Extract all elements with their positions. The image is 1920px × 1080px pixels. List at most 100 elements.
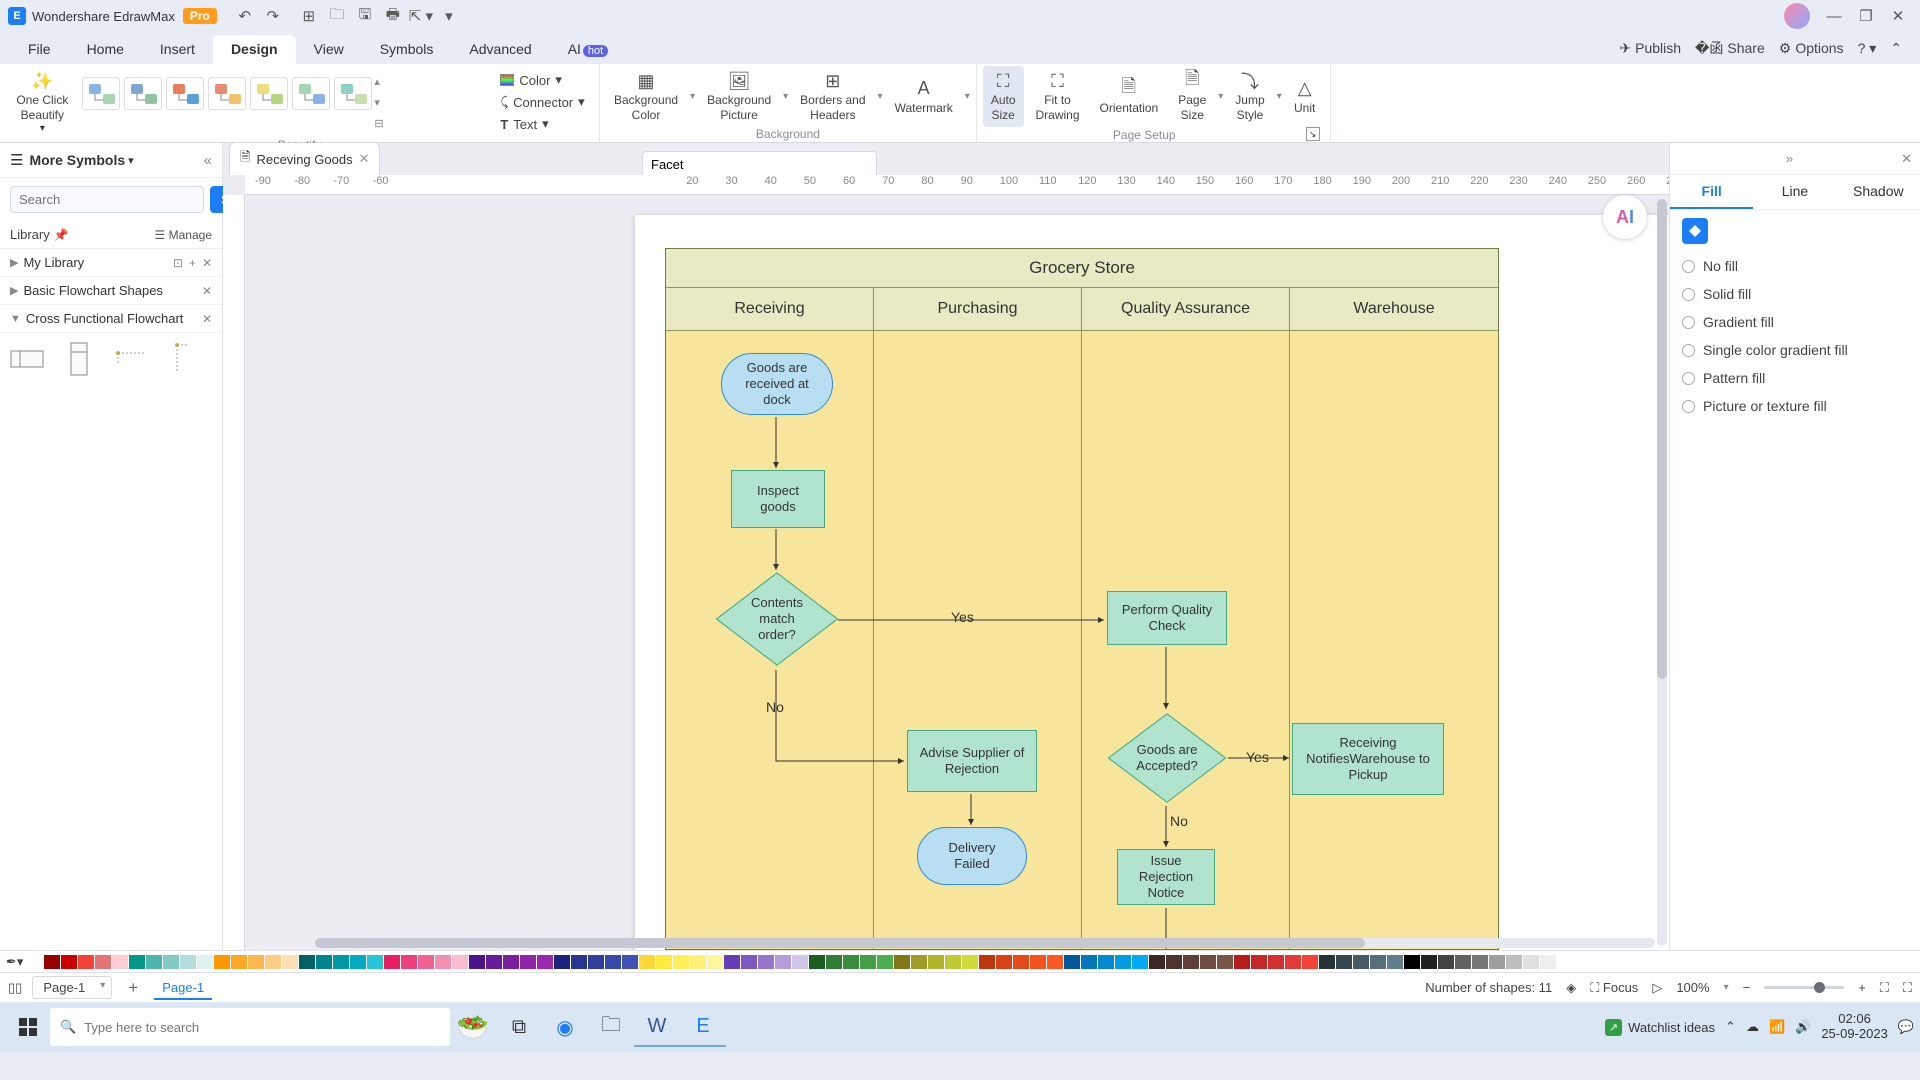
tray-clock[interactable]: 02:0625-09-2023 — [1821, 1012, 1888, 1042]
fill-opt-picture[interactable]: Picture or texture fill — [1682, 392, 1908, 420]
theme-swatch[interactable] — [208, 77, 246, 110]
color-swatch[interactable] — [962, 955, 978, 969]
color-swatch[interactable] — [1166, 955, 1182, 969]
save-button[interactable]: 🖫 — [351, 4, 379, 28]
color-swatch[interactable] — [44, 955, 60, 969]
lane-head-purchasing[interactable]: Purchasing — [874, 288, 1081, 331]
bg-color-button[interactable]: ▦Background Color — [606, 66, 686, 127]
color-swatch[interactable] — [299, 955, 315, 969]
watermark-button[interactable]: AWatermark — [887, 74, 961, 120]
color-swatch[interactable] — [180, 955, 196, 969]
publish-button[interactable]: ✈ Publish — [1619, 40, 1681, 57]
color-swatch[interactable] — [673, 955, 689, 969]
focus-button[interactable]: ⛶ Focus — [1590, 980, 1638, 996]
color-swatch[interactable] — [1285, 955, 1301, 969]
open-button[interactable]: 🗀 — [323, 4, 351, 28]
color-swatch[interactable] — [1200, 955, 1216, 969]
color-swatch[interactable] — [894, 955, 910, 969]
manage-library-button[interactable]: ☰ Manage — [155, 228, 212, 242]
color-swatch[interactable] — [1030, 955, 1046, 969]
close-button[interactable]: ✕ — [1884, 4, 1912, 28]
tray-wifi-icon[interactable]: 📶 — [1769, 1019, 1785, 1035]
color-swatch[interactable] — [1251, 955, 1267, 969]
color-swatch[interactable] — [1268, 955, 1284, 969]
color-swatch[interactable] — [1404, 955, 1420, 969]
collapse-panel-button[interactable]: « — [204, 152, 212, 169]
fullscreen-button[interactable]: ⛶ — [1903, 980, 1912, 996]
color-swatch[interactable] — [1472, 955, 1488, 969]
theme-swatch[interactable] — [82, 77, 120, 110]
color-swatch[interactable] — [1319, 955, 1335, 969]
tray-volume-icon[interactable]: 🔊 — [1795, 1019, 1811, 1035]
stencil-vertical-swimlane[interactable] — [62, 343, 96, 375]
color-swatch[interactable] — [1081, 955, 1097, 969]
zoom-level[interactable]: 100% — [1676, 980, 1709, 995]
color-swatch[interactable] — [1540, 955, 1556, 969]
color-swatch[interactable] — [979, 955, 995, 969]
borders-button[interactable]: ⊞Borders and Headers — [792, 66, 873, 127]
theme-swatch[interactable] — [124, 77, 162, 110]
lane-head-qa[interactable]: Quality Assurance — [1082, 288, 1289, 331]
color-swatch[interactable] — [1234, 955, 1250, 969]
color-swatch[interactable] — [163, 955, 179, 969]
color-swatch[interactable] — [452, 955, 468, 969]
minimize-button[interactable]: — — [1820, 4, 1848, 28]
page-size-button[interactable]: 🗎Page Size — [1170, 66, 1214, 127]
color-swatch[interactable] — [860, 955, 876, 969]
export-button[interactable]: ⇱ ▾ — [407, 4, 435, 28]
color-swatch[interactable] — [605, 955, 621, 969]
color-swatch[interactable] — [146, 955, 162, 969]
color-swatch[interactable] — [1506, 955, 1522, 969]
add-page-button[interactable]: + — [122, 978, 144, 998]
menu-design[interactable]: Design — [213, 35, 296, 64]
expand-panel-button[interactable]: » — [1786, 151, 1793, 166]
menu-view[interactable]: View — [296, 35, 362, 64]
unit-button[interactable]: △Unit — [1286, 74, 1324, 120]
color-swatch[interactable] — [571, 955, 587, 969]
color-swatch[interactable] — [486, 955, 502, 969]
menu-home[interactable]: Home — [69, 35, 142, 64]
start-button[interactable] — [6, 1007, 50, 1047]
color-swatch[interactable] — [1183, 955, 1199, 969]
symbol-search-input[interactable] — [10, 186, 204, 213]
profile-avatar[interactable] — [1784, 3, 1810, 29]
color-swatch[interactable] — [826, 955, 842, 969]
color-swatch[interactable] — [809, 955, 825, 969]
auto-size-button[interactable]: ⛶Auto Size — [983, 66, 1024, 127]
color-swatch[interactable] — [435, 955, 451, 969]
color-swatch[interactable] — [622, 955, 638, 969]
color-swatch[interactable] — [265, 955, 281, 969]
bg-picture-button[interactable]: 🖼Background Picture — [699, 66, 779, 127]
color-swatch[interactable] — [520, 955, 536, 969]
color-swatch[interactable] — [469, 955, 485, 969]
color-swatch[interactable] — [928, 955, 944, 969]
theme-scroll-up[interactable]: ▴ — [374, 75, 390, 88]
color-swatch[interactable] — [78, 955, 94, 969]
color-swatch[interactable] — [724, 955, 740, 969]
menu-ai[interactable]: AIhot — [550, 35, 627, 64]
collapse-ribbon-button[interactable]: ⌃ — [1890, 40, 1902, 57]
menu-advanced[interactable]: Advanced — [451, 35, 549, 64]
fit-drawing-button[interactable]: ⛶Fit to Drawing — [1028, 66, 1088, 127]
fill-opt-gradient[interactable]: Gradient fill — [1682, 308, 1908, 336]
color-swatch[interactable] — [384, 955, 400, 969]
shape-delivery-failed[interactable]: Delivery Failed — [917, 827, 1027, 885]
presentation-button[interactable]: ▷ — [1652, 980, 1662, 996]
options-button[interactable]: ⚙ Options — [1779, 40, 1844, 57]
color-dropdown[interactable]: Color ▾ — [500, 70, 584, 90]
lane-head-receiving[interactable]: Receiving — [666, 288, 873, 331]
outline-toggle[interactable]: ▯▯ — [8, 980, 22, 996]
canvas-area[interactable]: 🗎Receving Goods✕ -90-80-70-6050607080901… — [223, 143, 1669, 950]
shape-advise-supplier[interactable]: Advise Supplier of Rejection — [907, 730, 1037, 792]
color-swatch[interactable] — [129, 955, 145, 969]
color-swatch[interactable] — [350, 955, 366, 969]
layers-icon[interactable]: ◈ — [1566, 980, 1576, 996]
page-tab[interactable]: Page-1 — [154, 975, 212, 1000]
color-swatch[interactable] — [1132, 955, 1148, 969]
jump-style-button[interactable]: ⤵Jump Style — [1227, 66, 1272, 127]
color-swatch[interactable] — [1523, 955, 1539, 969]
color-swatch[interactable] — [1455, 955, 1471, 969]
color-swatch[interactable] — [1149, 955, 1165, 969]
fill-mode-icon[interactable] — [1682, 218, 1708, 244]
tray-onedrive-icon[interactable]: ☁ — [1746, 1019, 1759, 1035]
